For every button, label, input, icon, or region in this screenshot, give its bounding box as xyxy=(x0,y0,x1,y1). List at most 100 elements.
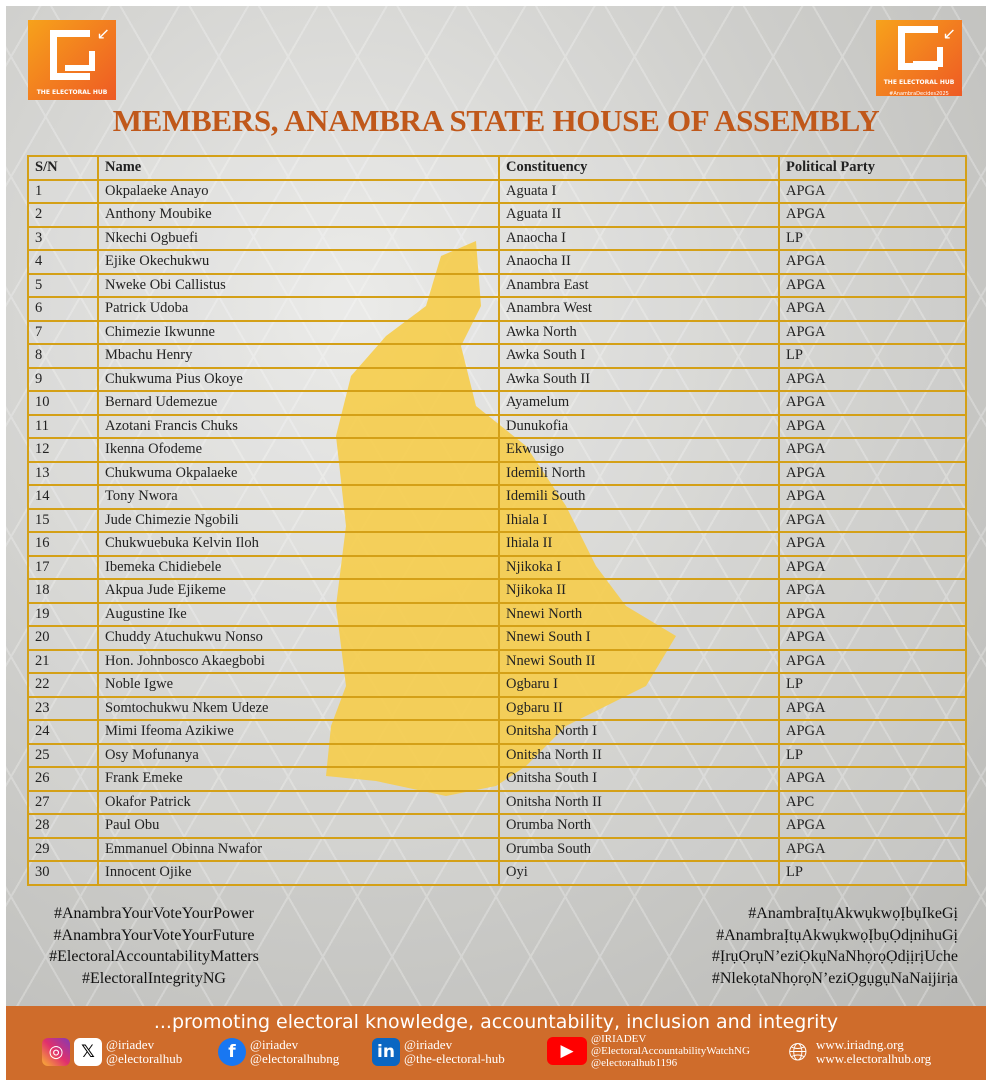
cell-constituency: Idemili South xyxy=(498,484,780,510)
table-row: 23 Somtochukwu Nkem Udeze Ogbaru II APGA xyxy=(27,695,967,721)
table-row: 17 Ibemeka Chidiebele Njikoka I APGA xyxy=(27,554,967,580)
cell-party: APGA xyxy=(778,390,967,416)
cell-party: APGA xyxy=(778,601,967,627)
table-row: 4 Ejike Okechukwu Anaocha II APGA xyxy=(27,249,967,275)
hashtags-english: #AnambraYourVoteYourPower #AnambraYourVo… xyxy=(34,903,274,989)
cell-party: APGA xyxy=(778,648,967,674)
poster: ↙ THE ELECTORAL HUB ↙ THE ELECTORAL HUB … xyxy=(6,6,986,1006)
social-youtube[interactable]: ▶ @IRIADEV @ElectoralAccountabilityWatchN… xyxy=(547,1033,750,1069)
table-row: 30 Innocent Ojike Oyi LP xyxy=(27,860,967,886)
cell-sn: 16 xyxy=(27,531,99,557)
cell-sn: 6 xyxy=(27,296,99,322)
table-row: 19 Augustine Ike Nnewi North APGA xyxy=(27,601,967,627)
cell-party: LP xyxy=(778,672,967,698)
cell-sn: 23 xyxy=(27,695,99,721)
cell-constituency: Anambra East xyxy=(498,272,780,298)
logo-text: THE ELECTORAL HUB xyxy=(883,79,955,86)
cell-constituency: Dunukofia xyxy=(498,413,780,439)
table-row: 20 Chuddy Atuchukwu Nonso Nnewi South I APG… xyxy=(27,625,967,651)
table-row: 11 Azotani Francis Chuks Dunukofia APGA xyxy=(27,413,967,439)
cell-constituency: Orumba North xyxy=(498,813,780,839)
cell-name: Paul Obu xyxy=(97,813,500,839)
cell-constituency: Ogbaru II xyxy=(498,695,780,721)
cell-party: APGA xyxy=(778,766,967,792)
cell-party: LP xyxy=(778,860,967,886)
table-row: 16 Chukwuebuka Kelvin Iloh Ihiala II APGA xyxy=(27,531,967,557)
cell-name: Somtochukwu Nkem Udeze xyxy=(97,695,500,721)
hashtag: #ElectoralIntegrityNG xyxy=(82,969,226,987)
cell-name: Hon. Johnbosco Akaegbobi xyxy=(97,648,500,674)
cell-sn: 28 xyxy=(27,813,99,839)
cell-party: APGA xyxy=(778,625,967,651)
table-row: 15 Jude Chimezie Ngobili Ihiala I APGA xyxy=(27,507,967,533)
handle: @electoralhub xyxy=(106,1051,183,1066)
table-row: 7 Chimezie Ikwunne Awka North APGA xyxy=(27,319,967,345)
cell-constituency: Nnewi South II xyxy=(498,648,780,674)
cell-sn: 24 xyxy=(27,719,99,745)
cell-name: Chukwuebuka Kelvin Iloh xyxy=(97,531,500,557)
hashtag: #AnambraỊtụAkwụkwọỊbụỌdịnihuGị xyxy=(716,926,958,944)
handle: @IRIADEV xyxy=(591,1033,647,1045)
cell-name: Augustine Ike xyxy=(97,601,500,627)
cell-constituency: Nnewi North xyxy=(498,601,780,627)
table-row: 9 Chukwuma Pius Okoye Awka South II APGA xyxy=(27,366,967,392)
cell-party: APGA xyxy=(778,695,967,721)
linkedin-icon: in xyxy=(372,1038,400,1066)
cell-sn: 26 xyxy=(27,766,99,792)
website-link[interactable]: www.electoralhub.org xyxy=(816,1051,932,1066)
instagram-icon: ◎ xyxy=(42,1038,70,1066)
handle: @electoralhub1196 xyxy=(591,1057,678,1069)
electoral-hub-logo-left: ↙ THE ELECTORAL HUB xyxy=(28,20,116,100)
cell-name: Chuddy Atuchukwu Nonso xyxy=(97,625,500,651)
header-constituency: Constituency xyxy=(498,155,780,181)
cell-sn: 13 xyxy=(27,460,99,486)
cell-sn: 27 xyxy=(27,789,99,815)
table-row: 28 Paul Obu Orumba North APGA xyxy=(27,813,967,839)
cell-sn: 7 xyxy=(27,319,99,345)
website-link[interactable]: www.iriadng.org xyxy=(816,1037,904,1052)
electoral-hub-logo-right: ↙ THE ELECTORAL HUB #AnambraDecides2025 xyxy=(876,20,962,97)
cell-name: Jude Chimezie Ngobili xyxy=(97,507,500,533)
cell-name: Okafor Patrick xyxy=(97,789,500,815)
social-instagram-x[interactable]: ◎ 𝕏 @iriadev @electoralhub xyxy=(42,1038,182,1066)
cell-sn: 17 xyxy=(27,554,99,580)
cell-party: APGA xyxy=(778,460,967,486)
cell-name: Chukwuma Pius Okoye xyxy=(97,366,500,392)
cell-constituency: Idemili North xyxy=(498,460,780,486)
social-facebook[interactable]: f @iriadev @electoralhubng xyxy=(218,1038,339,1066)
cell-party: APGA xyxy=(778,813,967,839)
table-row: 5 Nweke Obi Callistus Anambra East APGA xyxy=(27,272,967,298)
cell-name: Mimi Ifeoma Azikiwe xyxy=(97,719,500,745)
cell-sn: 12 xyxy=(27,437,99,463)
slogan: ...promoting electoral knowledge, accoun… xyxy=(153,1011,839,1033)
cell-party: APGA xyxy=(778,507,967,533)
social-websites[interactable]: 🌐︎ www.iriadng.org www.electoralhub.org xyxy=(784,1037,932,1067)
cell-constituency: Onitsha North I xyxy=(498,719,780,745)
cell-constituency: Ekwusigo xyxy=(498,437,780,463)
cell-name: Ikenna Ofodeme xyxy=(97,437,500,463)
table-row: 24 Mimi Ifeoma Azikiwe Onitsha North I APGA xyxy=(27,719,967,745)
cell-constituency: Awka North xyxy=(498,319,780,345)
footer: ...promoting electoral knowledge, accoun… xyxy=(6,1006,986,1080)
cell-name: Osy Mofunanya xyxy=(97,742,500,768)
cell-sn: 18 xyxy=(27,578,99,604)
cell-party: APGA xyxy=(778,249,967,275)
cell-constituency: Ihiala II xyxy=(498,531,780,557)
cell-sn: 30 xyxy=(27,860,99,886)
cell-constituency: Awka South II xyxy=(498,366,780,392)
handle: @the-electoral-hub xyxy=(404,1051,505,1066)
header-sn: S/N xyxy=(27,155,99,181)
social-linkedin[interactable]: in @iriadev @the-electoral-hub xyxy=(372,1038,505,1066)
table-row: 29 Emmanuel Obinna Nwafor Orumba South APGA xyxy=(27,836,967,862)
table-row: 1 Okpalaeke Anayo Aguata I APGA xyxy=(27,178,967,204)
table-row: 10 Bernard Udemezue Ayamelum APGA xyxy=(27,390,967,416)
cell-sn: 5 xyxy=(27,272,99,298)
cell-party: APGA xyxy=(778,578,967,604)
cell-name: Frank Emeke xyxy=(97,766,500,792)
cell-party: APGA xyxy=(778,437,967,463)
cell-name: Azotani Francis Chuks xyxy=(97,413,500,439)
cell-party: APGA xyxy=(778,319,967,345)
cell-constituency: Awka South I xyxy=(498,343,780,369)
cell-name: Nkechi Ogbuefi xyxy=(97,225,500,251)
